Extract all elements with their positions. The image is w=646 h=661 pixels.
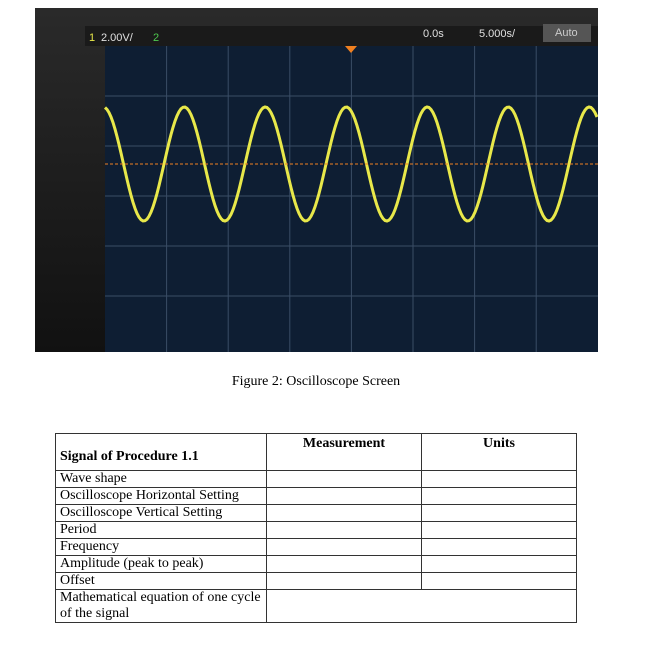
empty-cell xyxy=(421,555,577,573)
header-cell: Units xyxy=(421,433,577,471)
header-cell: Measurement xyxy=(266,433,422,471)
table-row: Wave shape xyxy=(55,470,577,488)
empty-cell xyxy=(421,521,577,539)
row-label: Wave shape xyxy=(55,470,267,488)
oscilloscope-photo: 1 2.00V/ 2 0.0s 5.000s/ Auto xyxy=(35,8,598,352)
status-bar xyxy=(85,26,598,46)
empty-cell xyxy=(421,538,577,556)
empty-cell xyxy=(266,589,577,623)
trigger-mode: Auto xyxy=(555,27,578,39)
row-label: Oscilloscope Horizontal Setting xyxy=(55,487,267,505)
row-label: Offset xyxy=(55,572,267,590)
row-label: Period xyxy=(55,521,267,539)
row-label: Mathematical equation of one cycle of th… xyxy=(55,589,267,623)
empty-cell xyxy=(266,470,422,488)
empty-cell xyxy=(266,504,422,522)
channel1-label: 1 xyxy=(89,32,95,44)
empty-cell xyxy=(421,572,577,590)
empty-cell xyxy=(421,487,577,505)
empty-cell xyxy=(421,504,577,522)
measurement-table: Signal of Procedure 1.1 Measurement Unit… xyxy=(55,433,577,623)
signal-trace xyxy=(103,105,598,223)
header-cell: Signal of Procedure 1.1 xyxy=(55,433,267,471)
table-row: Frequency xyxy=(55,538,577,556)
table-row: Oscilloscope Vertical Setting xyxy=(55,504,577,522)
empty-cell xyxy=(266,487,422,505)
table-row: Mathematical equation of one cycle of th… xyxy=(55,589,577,623)
trigger-mode-box xyxy=(543,24,591,42)
trigger-marker xyxy=(345,46,357,53)
table-row: Offset xyxy=(55,572,577,590)
row-label: Amplitude (peak to peak) xyxy=(55,555,267,573)
empty-cell xyxy=(266,555,422,573)
empty-cell xyxy=(421,470,577,488)
table-row: Amplitude (peak to peak) xyxy=(55,555,577,573)
time-offset: 0.0s xyxy=(423,28,444,40)
row-label: Oscilloscope Vertical Setting xyxy=(55,504,267,522)
empty-cell xyxy=(266,538,422,556)
time-scale: 5.000s/ xyxy=(479,28,516,40)
row-label: Frequency xyxy=(55,538,267,556)
channel2-label: 2 xyxy=(153,32,159,44)
empty-cell xyxy=(266,521,422,539)
vertical-scale: 2.00V/ xyxy=(101,32,134,44)
empty-cell xyxy=(266,572,422,590)
table-row: Period xyxy=(55,521,577,539)
table-row: Oscilloscope Horizontal Setting xyxy=(55,487,577,505)
figure-caption: Figure 2: Oscilloscope Screen xyxy=(231,374,401,389)
